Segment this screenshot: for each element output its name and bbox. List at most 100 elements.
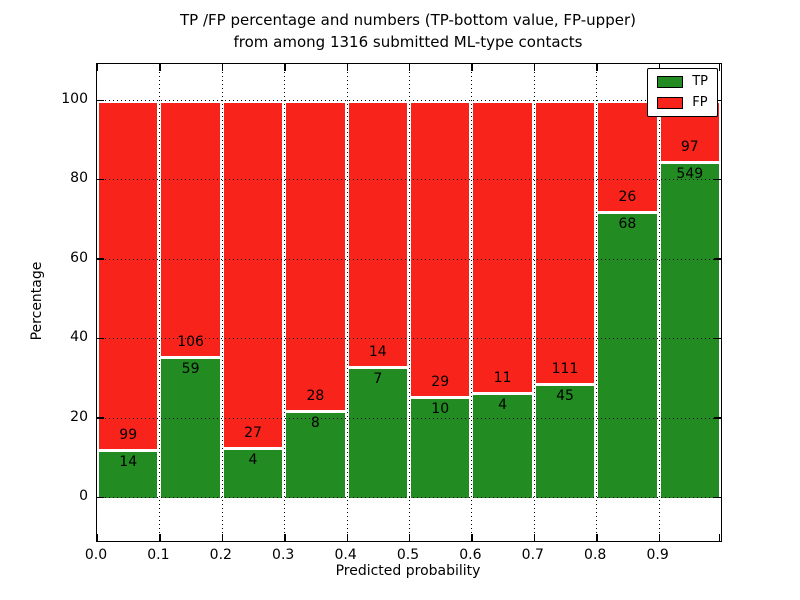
tp-count-label: 549 [676,165,704,182]
fp-count-label: 29 [431,374,450,391]
tp-count-label: 10 [431,401,450,418]
tp-segment [658,160,721,498]
y-tick-label: 60 [70,249,88,266]
v-gridline [596,64,598,541]
x-tick-mark [409,534,411,541]
x-tick-label: 0.1 [147,547,170,563]
fp-segment [159,101,222,357]
y-tick-mark [97,99,104,101]
fp-segment [284,101,347,410]
bar-0.4 [346,101,409,498]
tp-count-label: 68 [618,215,637,232]
x-tick-mark [284,64,286,71]
tp-count-label: 8 [310,414,320,431]
x-tick-mark [533,64,536,71]
v-gridline [658,64,660,541]
x-tick-label: 0.7 [521,547,544,563]
tp-segment [471,392,534,498]
x-tick-mark [221,64,224,71]
fp-count-label: 26 [618,188,637,205]
fp-count-label: 111 [551,361,579,378]
tp-segment [346,365,409,498]
x-tick-mark [719,534,721,541]
v-gridline [533,64,535,541]
x-tick-mark [719,64,721,71]
x-tick-mark [346,534,348,541]
x-tick-mark [159,64,161,71]
v-gridline [159,64,161,541]
fp-count-label: 28 [306,387,325,404]
fp-segment [533,101,597,384]
x-tick-mark [658,534,660,541]
x-tick-label: 0.9 [646,547,669,563]
y-tick-mark [97,337,104,340]
chart-title: TP /FP percentage and numbers (TP-bottom… [96,9,720,53]
bar-0.1 [159,101,222,498]
bar-0.5 [409,101,472,498]
x-tick-mark [533,534,536,541]
y-tick-label: 40 [70,329,88,346]
fp-segment [97,101,160,449]
tp-count-label: 4 [498,397,508,414]
y-tick-label: 20 [70,408,88,425]
x-tick-label: 0.6 [459,547,482,563]
fp-segment [596,101,659,211]
legend-label-tp: TP [692,74,708,89]
v-gridline [409,64,410,541]
legend-label-fp: FP [692,95,708,110]
fp-segment [471,101,534,393]
x-tick-mark [596,534,598,541]
y-tick-mark [714,496,721,498]
x-tick-mark [97,64,99,71]
y-tick-mark [714,417,721,419]
tp-count-label: 14 [119,453,138,470]
fp-segment [346,101,409,366]
fp-count-label: 106 [177,334,204,351]
y-tick-mark [97,258,104,260]
x-tick-label: 0.8 [584,547,607,563]
y-tick-mark [97,496,104,498]
x-tick-label: 0.3 [272,547,295,563]
fp-segment [221,101,285,447]
chart-title-line1: TP /FP percentage and numbers (TP-bottom… [180,11,636,29]
tp-segment [221,446,285,498]
y-tick-label: 100 [61,91,88,107]
legend: TP FP [647,68,718,117]
v-gridline [346,64,348,541]
tp-count-label: 4 [248,451,258,468]
bar-0.6 [471,101,534,498]
legend-swatch-tp [657,75,684,88]
fp-count-label: 11 [493,370,512,387]
y-tick-mark [97,179,104,181]
fp-count-label: 14 [368,343,387,360]
chart-title-line2: from among 1316 submitted ML-type contac… [233,33,583,51]
tp-segment [409,396,472,498]
x-tick-mark [284,534,286,541]
fp-count-label: 97 [680,138,699,155]
bar-0.9 [658,101,721,498]
y-tick-label: 0 [79,488,88,504]
x-tick-mark [159,534,161,541]
tp-count-label: 45 [556,388,574,405]
bar-0.0 [97,101,160,498]
x-axis-label: Predicted probability [335,563,481,579]
y-tick-label: 80 [70,170,88,187]
x-tick-mark [596,64,598,71]
legend-item-fp: FP [657,95,708,110]
x-tick-mark [409,64,411,71]
x-tick-label: 0.2 [209,547,232,563]
tp-segment [533,383,597,498]
bar-0.3 [284,101,347,498]
tp-segment [97,448,160,498]
y-tick-mark [97,417,104,419]
plot-area: TP FP 99 14 106 59 27 4 28 8 14 7 29 10 11 4 111 45 26 68 9… [96,63,722,542]
y-tick-mark [714,337,721,340]
fp-count-label: 27 [244,424,262,441]
bar-0.7 [533,101,597,498]
x-tick-mark [97,534,99,541]
x-tick-mark [221,534,224,541]
tp-count-label: 59 [181,361,200,378]
y-tick-mark [714,258,721,260]
tp-segment [159,356,222,498]
